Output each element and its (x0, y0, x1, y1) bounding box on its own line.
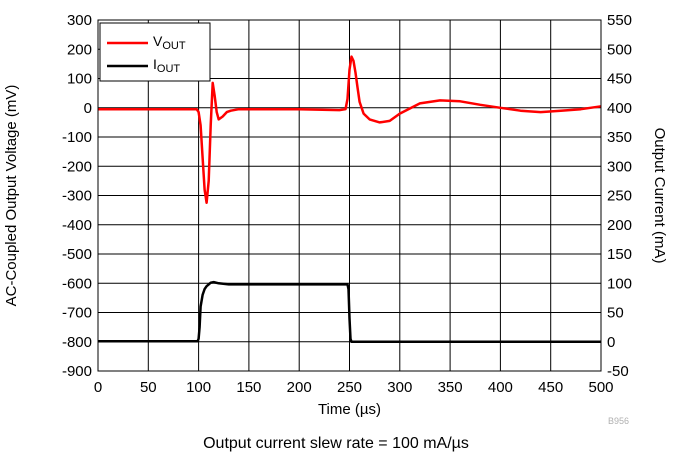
series-group (98, 55, 602, 344)
x-tick-label-4: 200 (287, 379, 312, 396)
legend-label-vout: VOUT (153, 33, 186, 52)
x-tick-label-2: 100 (186, 379, 211, 396)
y-left-tick-label-1: 200 (67, 41, 92, 58)
x-tick-label-10: 500 (588, 379, 613, 396)
x-tick-label-8: 400 (488, 379, 513, 396)
figure-code: B956 (608, 416, 629, 426)
y-left-tick-label-6: -300 (62, 188, 92, 205)
legend: VOUT IOUT (99, 22, 211, 82)
y-left-tick-label-9: -600 (62, 275, 92, 292)
y-left-axis-label: AC-Coupled Output Voltage (mV) (3, 85, 20, 307)
x-tick-label-9: 450 (538, 379, 563, 396)
legend-box (99, 22, 211, 82)
series-line-vout (98, 55, 602, 205)
plot-frame (97, 19, 602, 372)
series-line-iout (98, 280, 601, 344)
x-tick-label-0: 0 (94, 379, 102, 396)
y-left-tick-label-4: -100 (62, 129, 92, 146)
y-right-tick-label-0: 550 (607, 12, 632, 29)
x-tick-label-1: 50 (140, 379, 157, 396)
x-tick-label-7: 350 (438, 379, 463, 396)
legend-label-iout-main: I (153, 56, 157, 72)
x-tick-label-5: 250 (337, 379, 362, 396)
y-right-tick-label-4: 350 (607, 129, 632, 146)
y-right-tick-label-9: 100 (607, 275, 632, 292)
y-left-tick-label-10: -700 (62, 305, 92, 322)
legend-label-vout-main: V (153, 33, 163, 49)
y-left-tick-label-2: 100 (67, 71, 92, 88)
x-tick-label-3: 150 (236, 379, 261, 396)
y-left-tick-label-7: -400 (62, 217, 92, 234)
y-right-axis-label: Output Current (mA) (651, 128, 668, 264)
y-right-tick-label-11: 0 (607, 334, 615, 351)
y-right-tick-label-1: 500 (607, 41, 632, 58)
caption: Output current slew rate = 100 mA/µs (203, 435, 469, 452)
legend-label-vout-sub: OUT (162, 40, 186, 52)
x-tick-label-6: 300 (387, 379, 412, 396)
y-right-tick-label-3: 400 (607, 100, 632, 117)
legend-label-iout: IOUT (153, 56, 180, 75)
y-left-tick-label-8: -500 (62, 246, 92, 263)
x-axis-label: Time (µs) (318, 401, 381, 418)
y-right-tick-label-12: -50 (607, 363, 629, 380)
y-left-tick-label-0: 300 (67, 12, 92, 29)
y-left-tick-label-3: 0 (84, 100, 92, 117)
x-axis-ticks: 0 50 100 150 200 250 300 350 400 450 500 (94, 379, 614, 396)
y-left-axis-ticks: 300 200 100 0 -100 -200 -300 -400 -500 -600 -700 -8… (62, 12, 92, 380)
y-right-tick-label-10: 50 (607, 305, 624, 322)
y-right-tick-label-6: 250 (607, 188, 632, 205)
legend-label-iout-sub: OUT (157, 63, 181, 75)
y-right-tick-label-8: 150 (607, 246, 632, 263)
y-right-tick-label-2: 450 (607, 71, 632, 88)
y-left-tick-label-11: -800 (62, 334, 92, 351)
y-right-tick-label-5: 300 (607, 158, 632, 175)
y-left-tick-label-12: -900 (62, 363, 92, 380)
y-left-tick-label-5: -200 (62, 158, 92, 175)
y-right-tick-label-7: 200 (607, 217, 632, 234)
